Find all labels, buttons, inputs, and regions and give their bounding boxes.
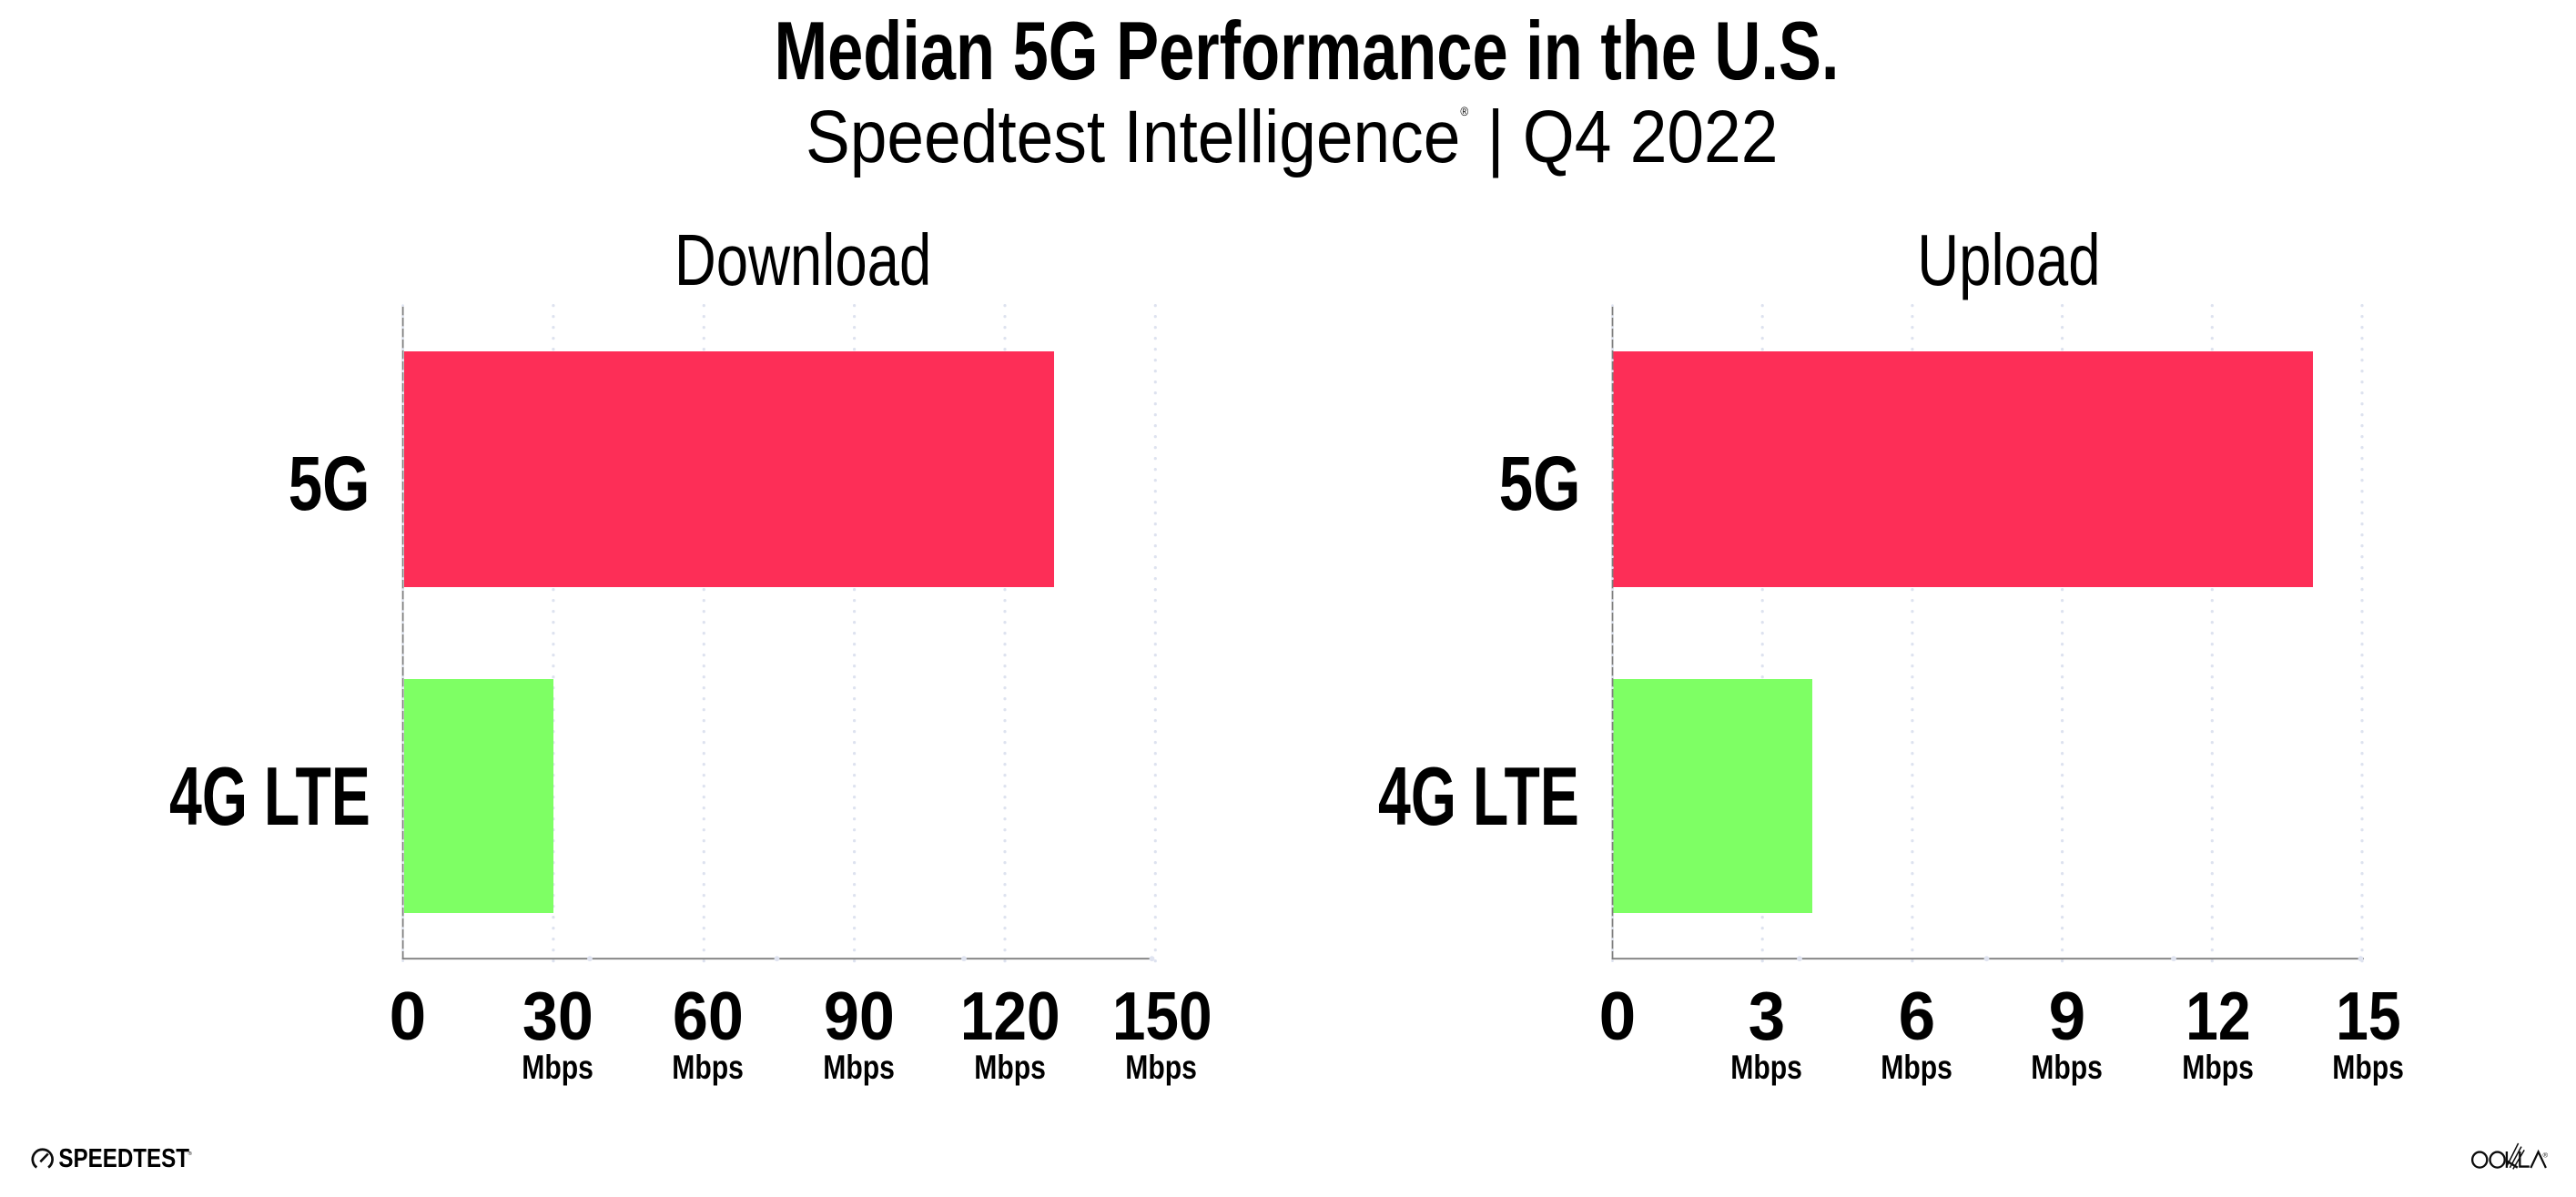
svg-text:®: ® bbox=[2543, 1151, 2549, 1160]
svg-text:®: ® bbox=[188, 1151, 193, 1157]
